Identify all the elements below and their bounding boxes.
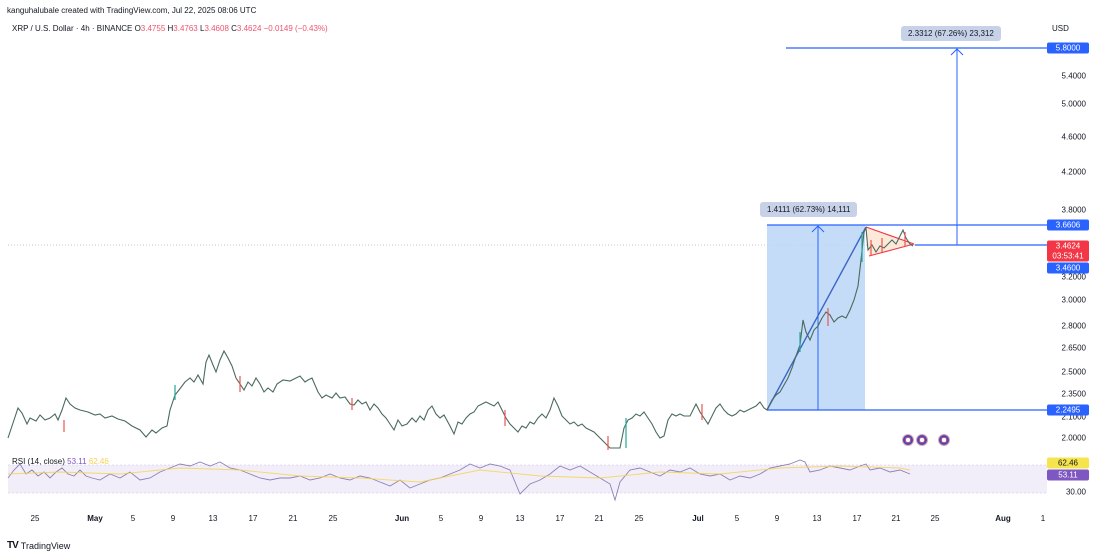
time-tick: 9: [170, 514, 176, 523]
time-tick: 13: [515, 514, 525, 523]
last-price-value: 3.4624: [1055, 241, 1081, 251]
trend-line[interactable]: [766, 226, 867, 411]
rsi-line: [7, 459, 911, 502]
time-tick: 17: [248, 514, 258, 523]
tradingview-logo-icon: TV: [7, 540, 19, 551]
time-tick: May: [87, 514, 103, 523]
time-tick: 9: [774, 514, 780, 523]
high-label: H: [167, 24, 174, 33]
time-tick: 13: [812, 514, 822, 523]
measure-label-2: 2.3312 (67.26%) 23,312: [901, 26, 1001, 41]
measure-tool-2[interactable]: [786, 47, 1047, 246]
close-value: 3.4624: [236, 24, 262, 33]
price-tick: 3.8000: [1061, 205, 1086, 215]
resistance-price-tag: 3.6606: [1047, 219, 1089, 231]
price-tick: 2.1000: [1061, 412, 1086, 422]
price-axis[interactable]: 5.4000 5.0000 4.6000 4.2000 3.8000 3.200…: [1047, 0, 1100, 510]
tradingview-name: TradingView: [20, 540, 71, 551]
close-label: C: [231, 24, 237, 33]
rsi-title[interactable]: RSI (14, close): [12, 457, 65, 466]
time-tick: 9: [478, 514, 484, 523]
time-tick: 5: [734, 514, 740, 523]
main-chart-canvas[interactable]: [0, 0, 1047, 512]
rsi-ma-value: 62.46: [88, 457, 109, 466]
symbol-legend: XRP / U.S. Dollar · 4h · BINANCE O3.4755…: [12, 24, 328, 33]
price-tick: 3.2000: [1061, 272, 1086, 282]
symbol-title[interactable]: XRP / U.S. Dollar · 4h · BINANCE: [12, 24, 133, 33]
last-price-tag: 3.4624 03:53:41: [1047, 240, 1089, 262]
time-tick: Jul: [692, 514, 704, 523]
time-tick: 21: [891, 514, 901, 523]
time-tick: 25: [634, 514, 644, 523]
low-label: L: [199, 24, 205, 33]
economic-events[interactable]: [902, 434, 950, 446]
us-flag-icon[interactable]: [902, 434, 914, 446]
us-flag-icon[interactable]: [938, 434, 950, 446]
rsi-ma-tag: 62.46: [1047, 457, 1089, 469]
price-tick: 2.6500: [1061, 343, 1086, 353]
time-tick: 13: [208, 514, 218, 523]
time-tick: 5: [438, 514, 444, 523]
rsi-value: 53.11: [67, 457, 87, 466]
price-tick: 2.8000: [1061, 321, 1086, 331]
high-value: 3.4763: [173, 24, 198, 33]
time-tick: 17: [555, 514, 565, 523]
time-tick: 17: [852, 514, 862, 523]
price-tick: 5.4000: [1061, 71, 1086, 81]
chart-credit: kanguhalubale created with TradingView.c…: [7, 6, 257, 15]
price-tick: 4.2000: [1061, 167, 1086, 177]
rsi-ma-line: [7, 465, 911, 483]
target-price-tag: 5.8000: [1047, 42, 1089, 54]
time-tick: Aug: [995, 514, 1011, 523]
price-tick: 4.6000: [1061, 132, 1086, 142]
base-price-tag: 2.2495: [1047, 404, 1089, 416]
price-tick: 2.3500: [1061, 389, 1086, 399]
rsi-value-tag: 53.11: [1047, 469, 1089, 481]
price-tick: 2.5000: [1061, 367, 1086, 377]
us-flag-icon[interactable]: [916, 434, 928, 446]
time-tick: 1: [1040, 514, 1046, 523]
time-axis[interactable]: 25 May 5 9 13 17 21 25 Jun 5 9 13 17 21 25 Jul 5 9 13 17 21 2…: [0, 514, 1047, 528]
tradingview-branding[interactable]: TV TradingView: [7, 540, 70, 551]
open-label: O: [134, 24, 141, 33]
time-tick: 5: [130, 514, 136, 523]
time-tick: Jun: [394, 514, 410, 523]
open-value: 3.4755: [140, 24, 166, 33]
measure-label-1: 1.4111 (62.73%) 14,111: [760, 202, 858, 217]
rsi-legend: RSI (14, close) 53.11 62.46: [12, 457, 109, 466]
change-value: −0.0149 (−0.43%): [263, 24, 328, 33]
price-tick: 2.0000: [1061, 433, 1086, 443]
price-tick: 3.0000: [1061, 295, 1086, 305]
time-tick: 21: [288, 514, 298, 523]
measure-tool-1[interactable]: [767, 224, 1047, 411]
apex-price-tag: 3.4600: [1047, 262, 1089, 274]
time-tick: 25: [930, 514, 940, 523]
bar-countdown: 03:53:41: [1052, 251, 1084, 261]
time-tick: 21: [594, 514, 604, 523]
currency-label: USD: [1052, 24, 1069, 33]
rsi-axis-tick: 30.00: [1065, 487, 1086, 497]
price-tick: 5.0000: [1061, 99, 1086, 109]
low-value: 3.4608: [204, 24, 229, 33]
time-tick: 25: [30, 514, 40, 523]
price-candles: [7, 226, 914, 450]
time-tick: 25: [328, 514, 338, 523]
